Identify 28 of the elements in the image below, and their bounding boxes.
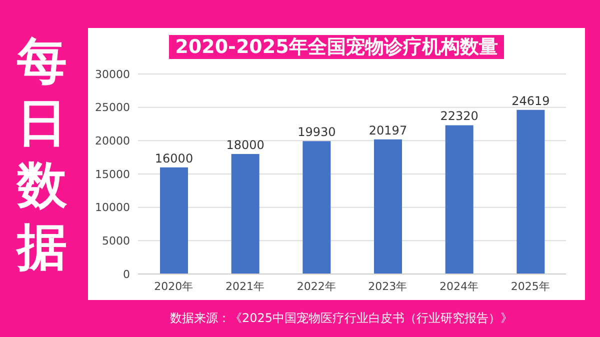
data-label: 19930 [298,125,336,140]
data-label: 22320 [440,109,478,124]
x-tick-label: 2021年 [226,280,264,293]
data-label: 16000 [154,151,194,166]
text: 每日数据 [15,31,68,278]
bar [160,167,188,274]
source-note: 数据来源：《2025中国宠物医疗行业白皮书（行业研究报告）》 [170,310,513,327]
bar [516,110,545,274]
data-label: 18000 [226,138,264,152]
x-tick-label: 2020年 [154,280,194,293]
y-tick-label: 30000 [95,68,130,81]
data-label: 20197 [368,123,408,138]
x-tick-label: 2024年 [440,280,478,293]
y-tick-label: 25000 [95,101,130,114]
chart-title: 2020-2025年全国宠物诊疗机构数量 [169,35,504,59]
bar [231,154,260,274]
x-tick-label: 2022年 [296,280,336,293]
y-tick-label: 20000 [95,134,130,148]
x-tick-label: 2023年 [368,280,408,293]
y-tick-label: 0 [123,268,130,281]
bar [302,141,331,274]
y-tick-label: 5000 [102,234,130,248]
bar [374,139,402,274]
x-tick-label: 2025年 [510,280,550,293]
bar [445,125,474,274]
data-label: 24619 [512,94,550,108]
y-tick-label: 15000 [95,168,130,181]
y-tick-label: 10000 [95,201,130,214]
